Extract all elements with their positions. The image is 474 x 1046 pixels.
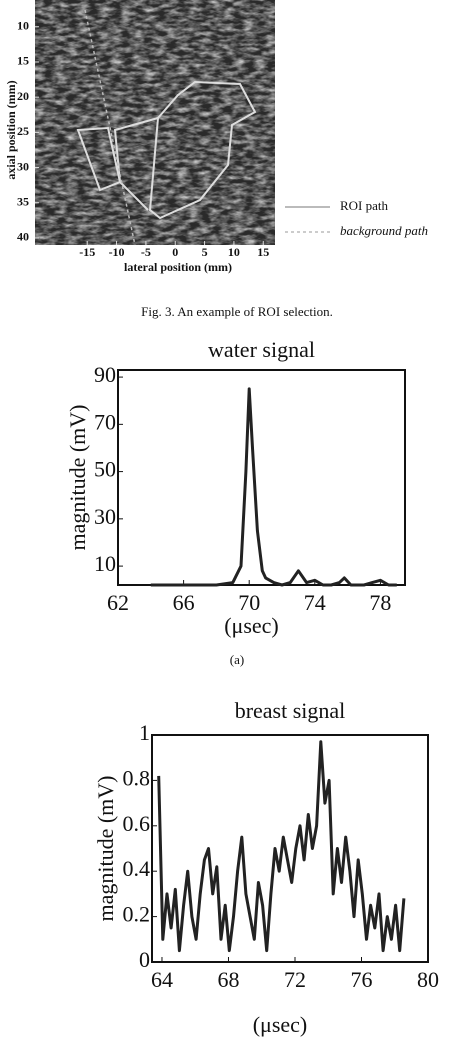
y-tick-label: 30 bbox=[94, 504, 116, 529]
x-tick-label: 66 bbox=[173, 590, 195, 615]
signal-line bbox=[150, 387, 397, 587]
y-axis-label: axial position (mm) bbox=[4, 80, 18, 179]
speckle bbox=[35, 0, 275, 245]
y-axis-label: magnitude (mV) bbox=[65, 404, 90, 550]
y-tick-label: 25 bbox=[17, 124, 29, 138]
x-tick-label: 76 bbox=[350, 967, 372, 992]
chart-title: water signal bbox=[208, 337, 315, 362]
x-tick-label: 15 bbox=[257, 245, 269, 259]
y-tick-label: 40 bbox=[17, 230, 29, 244]
x-tick-label: -10 bbox=[109, 245, 125, 259]
legend-label: ROI path bbox=[340, 198, 389, 213]
y-tick-label: 0.2 bbox=[123, 902, 151, 927]
x-tick-label: 5 bbox=[202, 245, 208, 259]
x-tick-label: 70 bbox=[238, 590, 260, 615]
x-tick-label: 72 bbox=[284, 967, 306, 992]
plot-frame bbox=[117, 369, 406, 586]
y-tick-label: 10 bbox=[17, 19, 29, 33]
y-tick-label: 0.6 bbox=[123, 811, 151, 836]
signal-line bbox=[157, 740, 406, 953]
background-path bbox=[84, 9, 136, 246]
x-axis-label: lateral position (mm) bbox=[124, 260, 232, 274]
y-tick-label: 50 bbox=[94, 457, 116, 482]
y-tick-label: 20 bbox=[17, 89, 29, 103]
y-tick-label: 0.4 bbox=[123, 856, 151, 881]
y-tick-label: 10 bbox=[94, 551, 116, 576]
chart-title: breast signal bbox=[235, 698, 346, 723]
x-tick-label: -5 bbox=[141, 245, 151, 259]
x-tick-label: 78 bbox=[369, 590, 391, 615]
caption: Fig. 3. An example of ROI selection. bbox=[141, 304, 333, 319]
y-axis-label: magnitude (mV) bbox=[93, 775, 118, 921]
x-tick-label: 68 bbox=[217, 967, 239, 992]
y-tick-label: 30 bbox=[17, 159, 29, 173]
x-axis-label: (μsec) bbox=[253, 1012, 308, 1037]
y-tick-label: 15 bbox=[17, 54, 29, 68]
legend-label: background path bbox=[340, 223, 428, 238]
y-tick-label: 90 bbox=[94, 362, 116, 387]
y-tick-label: 0 bbox=[139, 947, 150, 972]
y-tick-label: 35 bbox=[17, 195, 29, 209]
x-axis-label: (μsec) bbox=[224, 613, 279, 638]
plot-frame bbox=[151, 734, 429, 963]
x-tick-label: 62 bbox=[107, 590, 129, 615]
y-tick-label: 0.8 bbox=[123, 765, 151, 790]
x-tick-label: 74 bbox=[304, 590, 326, 615]
roi-path bbox=[76, 126, 122, 192]
roi-path bbox=[113, 80, 257, 220]
x-tick-label: 0 bbox=[172, 245, 178, 259]
x-tick-label: 10 bbox=[228, 245, 240, 259]
x-tick-label: 64 bbox=[151, 967, 173, 992]
y-tick-label: 1 bbox=[139, 720, 150, 745]
x-tick-label: -15 bbox=[79, 245, 95, 259]
caption: (a) bbox=[230, 652, 244, 667]
y-tick-label: 70 bbox=[94, 409, 116, 434]
x-tick-label: 80 bbox=[417, 967, 439, 992]
